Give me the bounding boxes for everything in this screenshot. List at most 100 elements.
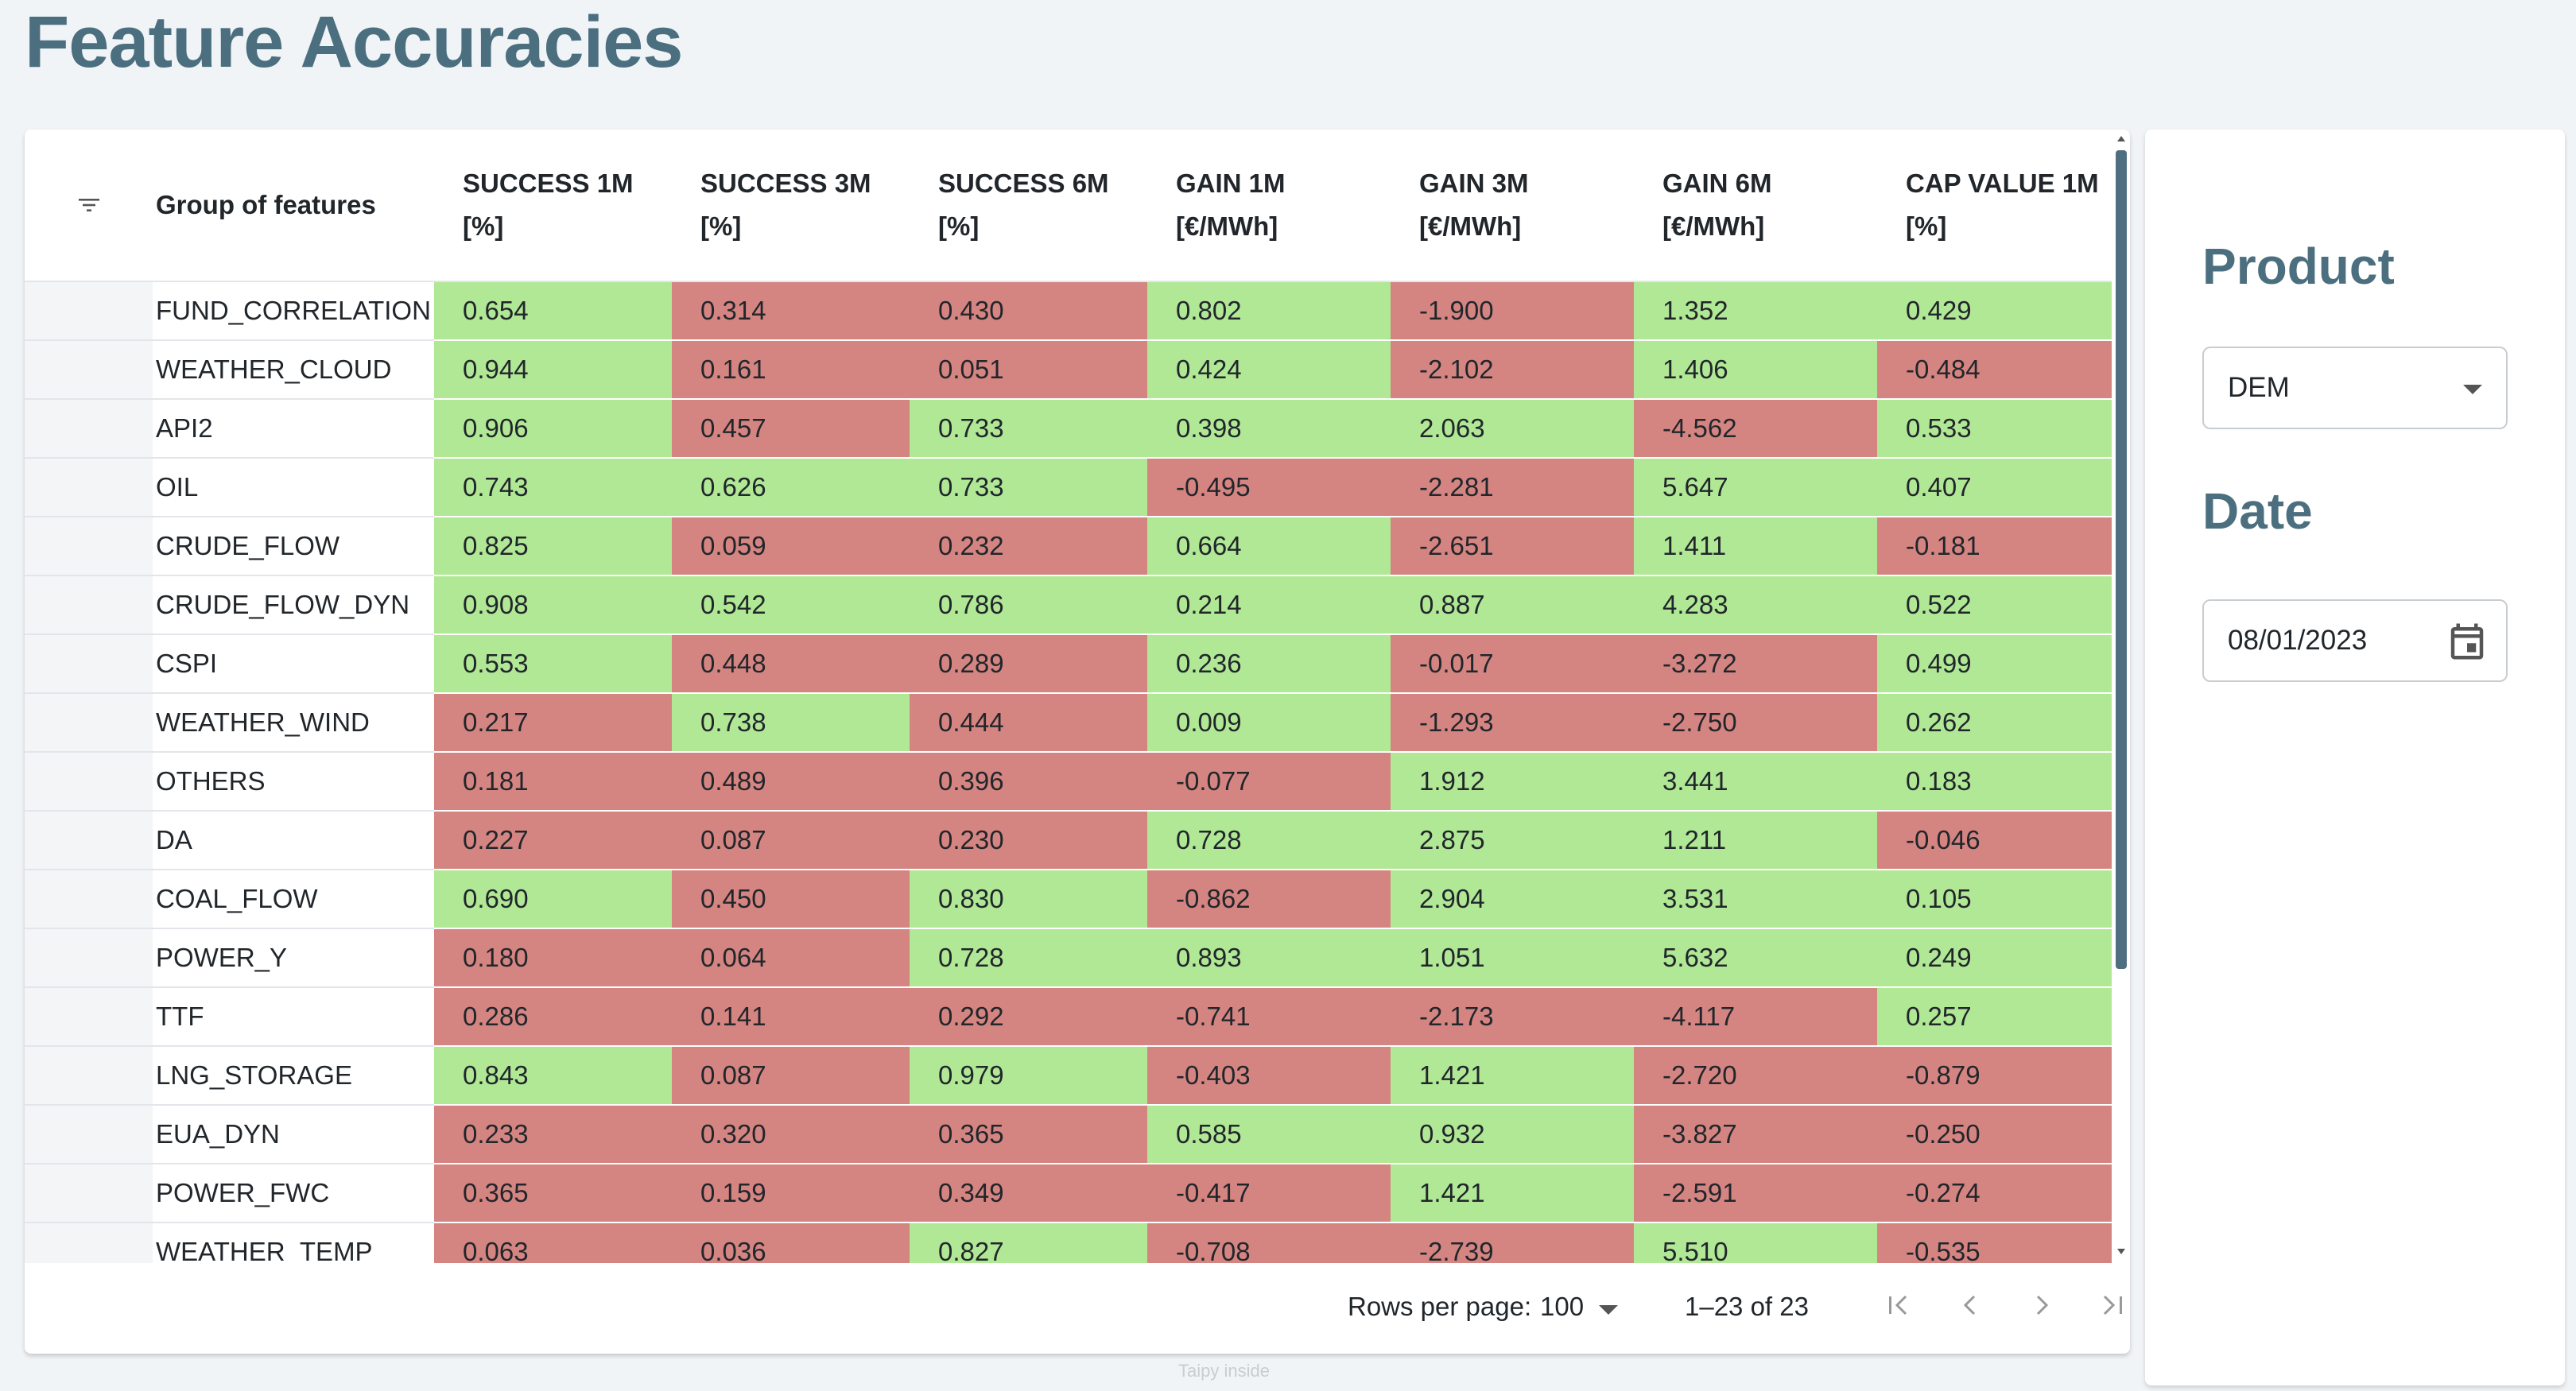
row-select-cell[interactable] bbox=[25, 458, 153, 517]
metric-cell-g3: 1.051 bbox=[1391, 928, 1634, 988]
row-select-cell[interactable] bbox=[25, 1046, 153, 1106]
table-header-row: Group of features SUCCESS 1M [%] SUCCESS… bbox=[25, 130, 2112, 282]
metric-cell-s6: 0.444 bbox=[910, 693, 1147, 753]
metric-cell-g3: 1.912 bbox=[1391, 752, 1634, 812]
metric-cell-g6: 1.211 bbox=[1634, 811, 1877, 870]
metric-cell-g3: 2.904 bbox=[1391, 870, 1634, 929]
table-row[interactable]: FUND_CORRELATION 0.654 0.314 0.430 0.802 -1.9… bbox=[25, 281, 2112, 341]
next-page-icon[interactable] bbox=[2022, 1285, 2062, 1325]
row-select-cell[interactable] bbox=[25, 517, 153, 576]
row-select-cell[interactable] bbox=[25, 693, 153, 753]
table-row[interactable]: CRUDE_FLOW_DYN 0.908 0.542 0.786 0.214 0.887 4… bbox=[25, 575, 2112, 635]
metric-cell-g6: -3.827 bbox=[1634, 1105, 1877, 1164]
table-row[interactable]: COAL_FLOW 0.690 0.450 0.830 -0.862 2.904 3.531… bbox=[25, 870, 2112, 929]
table-scroll-area[interactable]: Group of features SUCCESS 1M [%] SUCCESS… bbox=[25, 130, 2112, 1263]
metric-cell-c1: 0.262 bbox=[1877, 693, 2112, 753]
row-select-cell[interactable] bbox=[25, 811, 153, 870]
column-header-gain-1m[interactable]: GAIN 1M [€/MWh] bbox=[1147, 130, 1391, 282]
row-select-cell[interactable] bbox=[25, 1164, 153, 1223]
table-row[interactable]: TTF 0.286 0.141 0.292 -0.741 -2.173 -4.117 0.25… bbox=[25, 987, 2112, 1047]
column-header-success-6m[interactable]: SUCCESS 6M [%] bbox=[910, 130, 1147, 282]
scroll-down-arrow-icon[interactable] bbox=[2117, 1249, 2125, 1254]
table-row[interactable]: OTHERS 0.181 0.489 0.396 -0.077 1.912 3.441 0.1… bbox=[25, 752, 2112, 812]
column-header-group[interactable]: Group of features bbox=[153, 130, 434, 282]
row-select-cell[interactable] bbox=[25, 340, 153, 400]
metric-cell-s3: 0.161 bbox=[672, 340, 910, 400]
table-row[interactable]: WEATHER_CLOUD 0.944 0.161 0.051 0.424 -2.102 1… bbox=[25, 340, 2112, 400]
row-select-cell[interactable] bbox=[25, 870, 153, 929]
previous-page-icon[interactable] bbox=[1950, 1285, 1990, 1325]
metric-cell-s1: 0.843 bbox=[434, 1046, 672, 1106]
column-header-success-1m[interactable]: SUCCESS 1M [%] bbox=[434, 130, 672, 282]
date-label: Date bbox=[2202, 482, 2313, 540]
rows-per-page-select[interactable]: 100 bbox=[1540, 1292, 1585, 1321]
table-row[interactable]: POWER_FWC 0.365 0.159 0.349 -0.417 1.421 -2.59… bbox=[25, 1164, 2112, 1223]
filter-header-cell[interactable] bbox=[25, 130, 153, 282]
metric-cell-g6: -2.720 bbox=[1634, 1046, 1877, 1106]
metric-cell-s6: 0.430 bbox=[910, 281, 1147, 341]
metric-cell-c1: -0.250 bbox=[1877, 1105, 2112, 1164]
date-input[interactable]: 08/01/2023 bbox=[2202, 599, 2508, 682]
feature-group-cell: WEATHER_WIND bbox=[153, 693, 434, 753]
metric-cell-s6: 0.051 bbox=[910, 340, 1147, 400]
table-row[interactable]: POWER_Y 0.180 0.064 0.728 0.893 1.051 5.632 0.2… bbox=[25, 928, 2112, 988]
metric-cell-g1: 0.398 bbox=[1147, 399, 1391, 459]
last-page-icon[interactable] bbox=[2093, 1285, 2128, 1325]
vertical-scrollbar[interactable] bbox=[2112, 130, 2130, 1263]
table-row[interactable]: API2 0.906 0.457 0.733 0.398 2.063 -4.562 0.533 bbox=[25, 399, 2112, 459]
metric-cell-g1: 0.424 bbox=[1147, 340, 1391, 400]
column-header-gain-3m[interactable]: GAIN 3M [€/MWh] bbox=[1391, 130, 1634, 282]
product-select[interactable]: DEM bbox=[2202, 347, 2508, 429]
metric-cell-s1: 0.227 bbox=[434, 811, 672, 870]
metric-cell-s6: 0.728 bbox=[910, 928, 1147, 988]
feature-group-cell: API2 bbox=[153, 399, 434, 459]
date-input-value: 08/01/2023 bbox=[2228, 625, 2368, 656]
taipy-watermark: Taipy inside bbox=[1178, 1361, 1270, 1381]
metric-cell-g6: 5.632 bbox=[1634, 928, 1877, 988]
metric-cell-s1: 0.286 bbox=[434, 987, 672, 1047]
feature-group-cell: CRUDE_FLOW bbox=[153, 517, 434, 576]
metric-cell-s3: 0.489 bbox=[672, 752, 910, 812]
scrollbar-thumb[interactable] bbox=[2116, 150, 2127, 969]
table-row[interactable]: WEATHER_WIND 0.217 0.738 0.444 0.009 -1.293 -2… bbox=[25, 693, 2112, 753]
metric-cell-s6: 0.830 bbox=[910, 870, 1147, 929]
table-row[interactable]: EUA_DYN 0.233 0.320 0.365 0.585 0.932 -3.827 -0… bbox=[25, 1105, 2112, 1164]
feature-group-cell: CRUDE_FLOW_DYN bbox=[153, 575, 434, 635]
metric-cell-g1: -0.741 bbox=[1147, 987, 1391, 1047]
row-select-cell[interactable] bbox=[25, 281, 153, 341]
table-row[interactable]: LNG_STORAGE 0.843 0.087 0.979 -0.403 1.421 -2.… bbox=[25, 1046, 2112, 1106]
metric-cell-s1: 0.233 bbox=[434, 1105, 672, 1164]
feature-group-cell: OTHERS bbox=[153, 752, 434, 812]
metric-cell-g1: -0.417 bbox=[1147, 1164, 1391, 1223]
row-select-cell[interactable] bbox=[25, 634, 153, 694]
filter-list-icon[interactable] bbox=[77, 196, 101, 214]
table-row[interactable]: DA 0.227 0.087 0.230 0.728 2.875 1.211 -0.046 bbox=[25, 811, 2112, 870]
table-row[interactable]: WEATHER_TEMP 0.063 0.036 0.827 -0.708 -2.739 5… bbox=[25, 1222, 2112, 1263]
row-select-cell[interactable] bbox=[25, 1222, 153, 1263]
first-page-icon[interactable] bbox=[1879, 1285, 1918, 1325]
metric-cell-g6: -4.562 bbox=[1634, 399, 1877, 459]
metric-cell-s3: 0.087 bbox=[672, 1046, 910, 1106]
metric-cell-s6: 0.349 bbox=[910, 1164, 1147, 1223]
calendar-icon[interactable] bbox=[2446, 620, 2489, 663]
chevron-down-icon[interactable] bbox=[1599, 1305, 1618, 1315]
table-row[interactable]: OIL 0.743 0.626 0.733 -0.495 -2.281 5.647 0.407 bbox=[25, 458, 2112, 517]
metric-cell-c1: -0.181 bbox=[1877, 517, 2112, 576]
metric-cell-s3: 0.159 bbox=[672, 1164, 910, 1223]
table-row[interactable]: CSPI 0.553 0.448 0.289 0.236 -0.017 -3.272 0.49… bbox=[25, 634, 2112, 694]
column-header-cap-value-1m[interactable]: CAP VALUE 1M [%] bbox=[1877, 130, 2112, 282]
row-select-cell[interactable] bbox=[25, 987, 153, 1047]
rows-per-page-label: Rows per page: bbox=[1348, 1292, 1532, 1321]
row-select-cell[interactable] bbox=[25, 752, 153, 812]
table-row[interactable]: CRUDE_FLOW 0.825 0.059 0.232 0.664 -2.651 1.41… bbox=[25, 517, 2112, 576]
metric-cell-g1: 0.214 bbox=[1147, 575, 1391, 635]
column-header-success-3m[interactable]: SUCCESS 3M [%] bbox=[672, 130, 910, 282]
row-select-cell[interactable] bbox=[25, 575, 153, 635]
metric-cell-s1: 0.654 bbox=[434, 281, 672, 341]
scroll-up-arrow-icon[interactable] bbox=[2117, 136, 2125, 141]
column-header-gain-6m[interactable]: GAIN 6M [€/MWh] bbox=[1634, 130, 1877, 282]
row-select-cell[interactable] bbox=[25, 928, 153, 988]
row-select-cell[interactable] bbox=[25, 399, 153, 459]
row-select-cell[interactable] bbox=[25, 1105, 153, 1164]
chevron-down-icon[interactable] bbox=[2463, 385, 2482, 394]
